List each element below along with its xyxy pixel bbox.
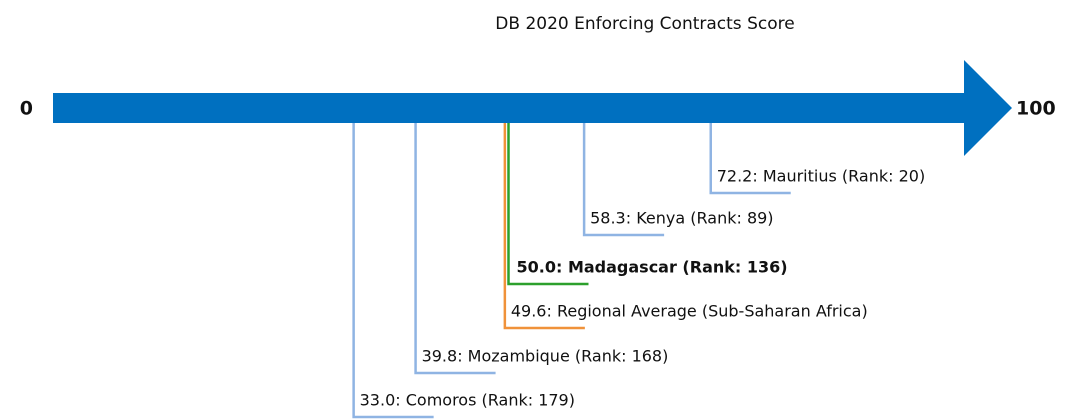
chart-title: DB 2020 Enforcing Contracts Score [495, 14, 794, 34]
value-label: 49.6: Regional Average (Sub-Saharan Afri… [511, 302, 868, 321]
marker-line [503, 123, 585, 330]
marker-line [352, 123, 434, 419]
value-label: 50.0: Madagascar (Rank: 136) [517, 258, 788, 277]
marker-line [414, 123, 496, 375]
axis-arrow [53, 60, 1012, 156]
marker-line [507, 123, 589, 286]
marker-line [709, 123, 791, 195]
value-label: 33.0: Comoros (Rank: 179) [360, 391, 575, 410]
value-label: 72.2: Mauritius (Rank: 20) [717, 167, 925, 186]
marker-line [582, 123, 665, 237]
x-tick-label: 100 [1016, 98, 1056, 120]
value-label: 39.8: Mozambique (Rank: 168) [422, 347, 669, 366]
x-tick-label: 0 [20, 98, 33, 120]
value-label: 58.3: Kenya (Rank: 89) [590, 209, 773, 228]
